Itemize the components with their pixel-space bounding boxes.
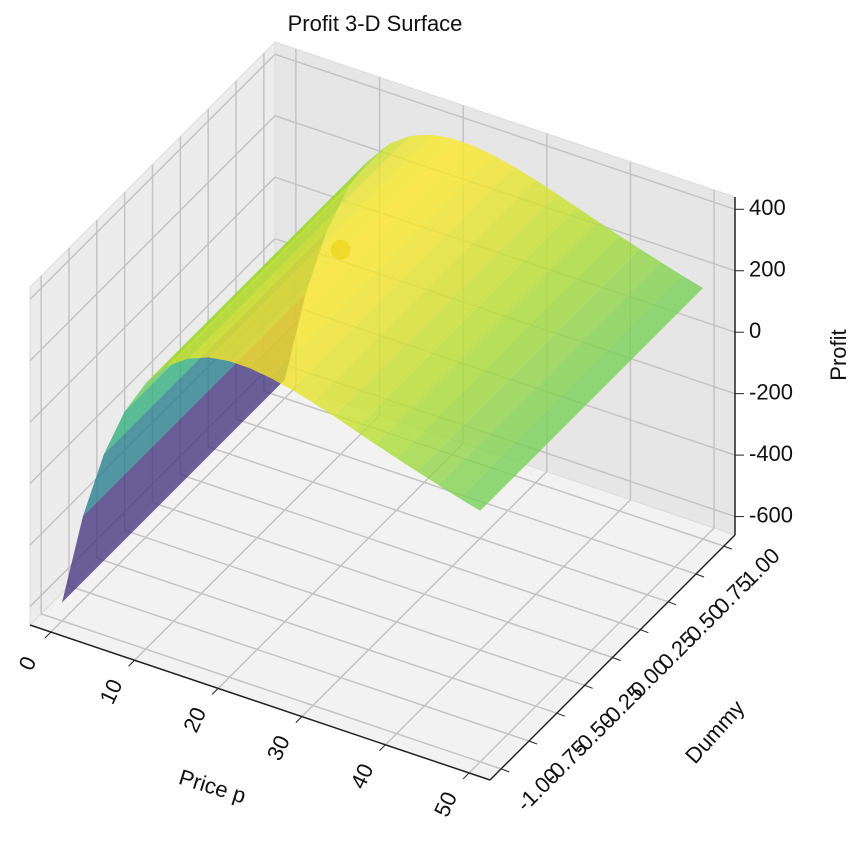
y-tick (640, 629, 649, 634)
surface-patch (62, 293, 306, 603)
y-tick (695, 573, 705, 578)
surface-patch (208, 134, 452, 362)
z-tick-label: -600 (749, 502, 793, 527)
x-tick (379, 744, 386, 752)
z-tick-label: -400 (749, 441, 793, 466)
surface-patch (396, 235, 641, 472)
grid-line (40, 613, 502, 770)
y-tick (584, 684, 593, 689)
y-tick (668, 601, 677, 606)
surface-patch (229, 138, 473, 369)
grid-line (180, 473, 641, 631)
y-tick (612, 657, 621, 661)
y-axis-label: Dummy (680, 695, 749, 768)
surface-patch (438, 262, 682, 499)
grid-line (124, 529, 585, 687)
z-tick-label: 400 (749, 195, 786, 220)
grid-line (96, 557, 558, 714)
grid-line (29, 115, 276, 362)
z-tick-label: 0 (749, 318, 761, 343)
x-tick-label: 40 (345, 760, 378, 793)
x-tick (211, 688, 219, 695)
y-tick (723, 545, 733, 550)
surface-patch (459, 275, 703, 511)
x-tick (44, 631, 52, 639)
x-tick-label: 10 (95, 675, 128, 708)
surface-patch (333, 193, 578, 431)
grid-line (68, 585, 530, 742)
surface-patch (271, 155, 515, 390)
z-tick-label: -200 (749, 379, 793, 404)
x-tick-label: 30 (262, 731, 295, 764)
z-tick-label: 200 (749, 257, 786, 282)
z-axis-label: Profit (826, 329, 851, 380)
surface-patch (166, 135, 411, 367)
x-tick (295, 716, 303, 723)
y-tick (528, 740, 538, 745)
surface-patch (250, 145, 494, 379)
surface-patch (417, 249, 662, 485)
grid-line (29, 53, 276, 300)
surface-patch (354, 207, 599, 445)
surface-patch (292, 167, 536, 403)
axis-line (29, 624, 491, 781)
grid-line (29, 238, 276, 485)
chart-title: Profit 3-D Surface (288, 11, 463, 36)
x-axis-label: Price p (176, 764, 249, 808)
surface-patch (187, 134, 432, 359)
grid-line (29, 176, 276, 423)
x-tick-label: 20 (178, 703, 211, 736)
surface-patch (145, 143, 390, 384)
surface-patch (313, 180, 557, 417)
grid-line (152, 501, 613, 659)
surface-patch (375, 221, 620, 459)
x-tick-label: 50 (429, 788, 462, 821)
grid-line (207, 446, 669, 603)
x-tick (462, 772, 470, 780)
y-tick (556, 712, 565, 717)
y-tick (500, 768, 510, 773)
x-tick-label: 0 (13, 652, 41, 674)
grid-line (274, 53, 736, 211)
x-tick (128, 659, 135, 667)
